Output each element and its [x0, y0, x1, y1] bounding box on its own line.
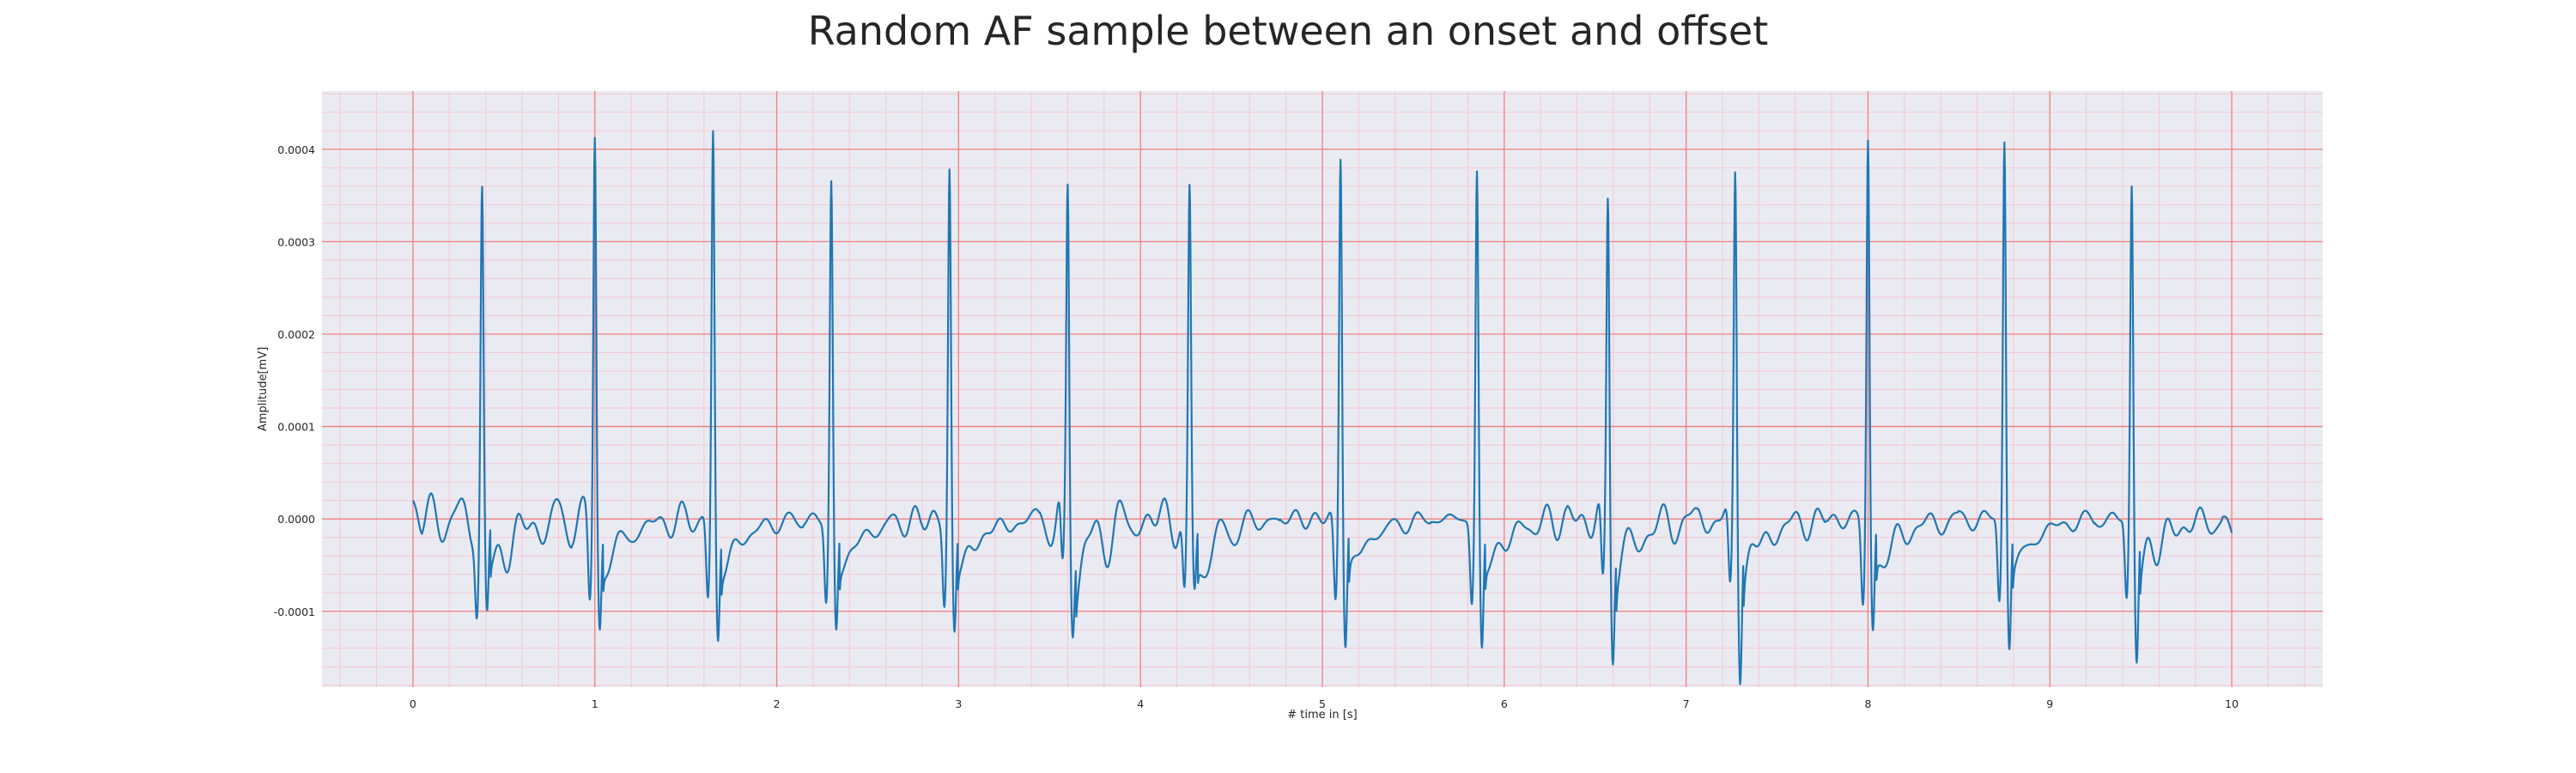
x-tick-label: 10: [2225, 697, 2239, 710]
y-tick-label: 0.0003: [277, 235, 315, 248]
y-tick-label: 0.0004: [277, 143, 315, 156]
x-tick-label: 1: [592, 697, 598, 710]
y-axis-ticks: -0.0001 0.0000 0.0001 0.0002 0.0003 0.0004: [274, 143, 315, 618]
x-tick-label: 3: [955, 697, 962, 710]
series-line: [411, 130, 2233, 685]
x-tick-label: 2: [774, 697, 781, 710]
x-tick-label: 0: [410, 697, 416, 710]
x-tick-label: 4: [1137, 697, 1144, 710]
x-tick-label: 5: [1319, 697, 1326, 710]
y-tick-label: 0.0000: [277, 513, 315, 526]
x-tick-label: 7: [1683, 697, 1690, 710]
y-axis-label: Amplitude[mV]: [257, 347, 270, 431]
x-tick-label: 6: [1501, 697, 1508, 710]
y-tick-label: 0.0002: [277, 328, 315, 341]
x-tick-label: 9: [2046, 697, 2053, 710]
x-tick-label: 8: [1864, 697, 1871, 710]
y-tick-label: 0.0001: [277, 421, 315, 434]
chart-title: Random AF sample between an onset and of…: [808, 8, 1769, 54]
x-axis-ticks: 0 1 2 3 4 5 6 7 8 9 10: [410, 697, 2239, 710]
y-tick-label: -0.0001: [274, 606, 315, 618]
x-axis-label: # time in [s]: [1287, 709, 1357, 721]
